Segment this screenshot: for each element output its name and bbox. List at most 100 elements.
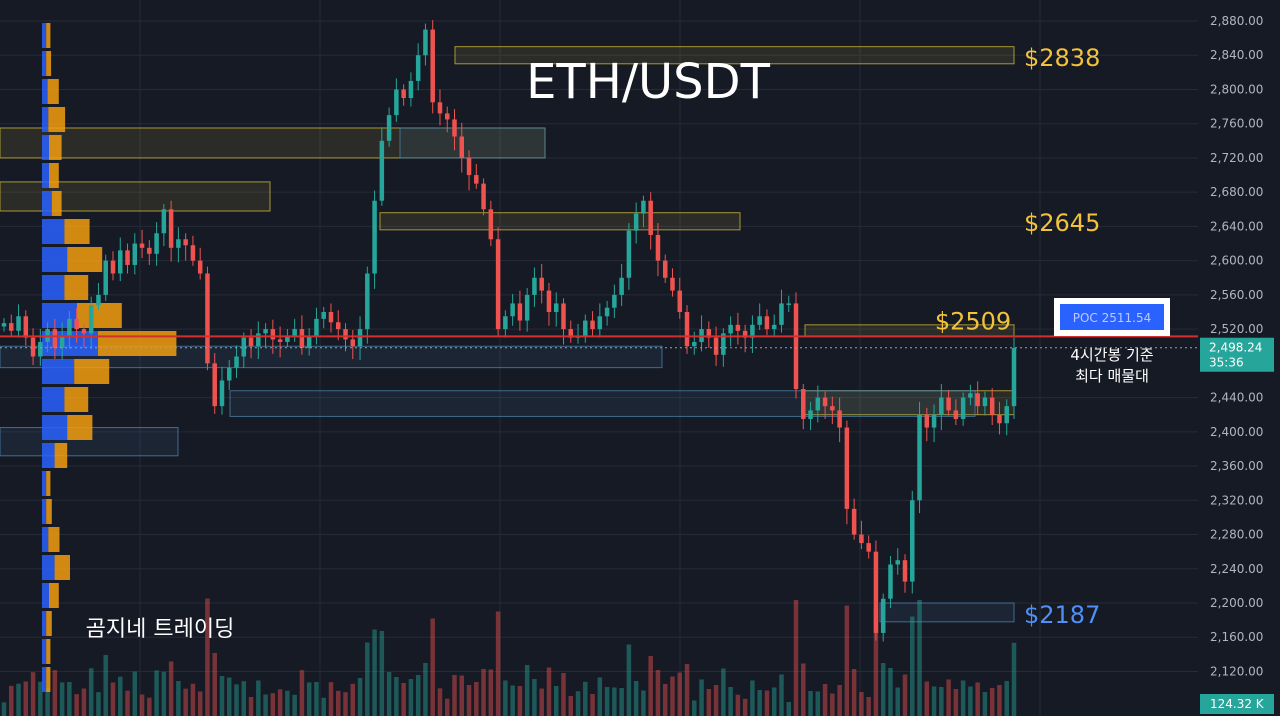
candle-body bbox=[125, 250, 130, 265]
y-tick-label: 2,680.00 bbox=[1210, 185, 1263, 199]
volume-bar bbox=[452, 675, 457, 716]
volume-bar bbox=[982, 692, 988, 716]
candle-body bbox=[684, 312, 690, 347]
volume-bar bbox=[561, 673, 566, 716]
y-tick-label: 2,840.00 bbox=[1210, 48, 1263, 62]
candle-body bbox=[38, 341, 43, 357]
volume-bar bbox=[931, 686, 937, 716]
volume-bar bbox=[212, 653, 217, 716]
candle-body bbox=[23, 316, 29, 338]
y-tick-label: 2,400.00 bbox=[1210, 425, 1263, 439]
candle-body bbox=[735, 324, 741, 331]
y-tick-label: 2,120.00 bbox=[1210, 664, 1263, 678]
volume-bar bbox=[394, 677, 399, 716]
volume-bar bbox=[386, 672, 392, 716]
candle-body bbox=[975, 393, 980, 407]
volume-bar bbox=[1, 702, 7, 716]
volume-bar bbox=[532, 679, 537, 716]
candle-body bbox=[510, 303, 515, 317]
candle-body bbox=[801, 389, 806, 419]
profile-sell-bar bbox=[46, 667, 51, 692]
volume-bar bbox=[960, 680, 966, 716]
candle-body bbox=[880, 598, 886, 633]
last-price-badge-bg bbox=[1200, 337, 1274, 372]
candle-body bbox=[306, 335, 312, 348]
price-axis[interactable]: 2,880.00 2,840.00 2,800.00 2,760.00 2,720.00… bbox=[1198, 0, 1280, 716]
candle-body bbox=[30, 337, 36, 357]
volume-bar bbox=[30, 672, 36, 716]
candle-body bbox=[96, 294, 101, 306]
volume-bar bbox=[176, 681, 181, 716]
candle-body bbox=[779, 303, 784, 325]
y-tick-label: 2,880.00 bbox=[1210, 14, 1263, 28]
volume-bar bbox=[474, 682, 479, 716]
y-tick-label: 2,280.00 bbox=[1210, 528, 1263, 542]
profile-sell-bar bbox=[64, 275, 89, 300]
candle-body bbox=[415, 55, 421, 81]
volume-bar bbox=[808, 691, 813, 716]
volume-bar bbox=[270, 693, 276, 716]
profile-sell-bar bbox=[64, 387, 89, 412]
volume-bar bbox=[924, 681, 930, 716]
candle-body bbox=[539, 277, 544, 291]
profile-sell-bar bbox=[67, 247, 103, 272]
candle-body bbox=[256, 333, 261, 347]
candle-body bbox=[786, 303, 792, 305]
y-tick-label: 2,720.00 bbox=[1210, 151, 1263, 165]
y-tick-label: 2,200.00 bbox=[1210, 596, 1263, 610]
candle-body bbox=[953, 410, 959, 419]
volume-bar bbox=[372, 629, 377, 716]
profile-sell-bar bbox=[46, 611, 52, 636]
volume-bar bbox=[575, 691, 581, 716]
candle-body bbox=[408, 80, 414, 99]
volume-bar bbox=[59, 682, 65, 716]
candle-body bbox=[118, 250, 123, 274]
volume-bar bbox=[503, 680, 508, 716]
candle-body bbox=[74, 318, 79, 330]
volume-bar bbox=[728, 687, 733, 716]
volume-bar bbox=[321, 697, 326, 716]
candle-body bbox=[459, 136, 465, 158]
volume-bar bbox=[219, 676, 225, 716]
candle-body bbox=[844, 427, 850, 509]
profile-buy-bar bbox=[42, 135, 49, 160]
candle-body bbox=[466, 157, 472, 176]
candle-body bbox=[226, 367, 232, 381]
poc-badge: POC 2511.54 bbox=[1054, 298, 1170, 336]
volume-bar bbox=[263, 694, 268, 716]
candle-body bbox=[626, 230, 632, 278]
profile-buy-bar bbox=[42, 163, 49, 188]
volume-bar bbox=[946, 679, 951, 716]
volume-bar bbox=[604, 687, 610, 716]
candle-body bbox=[524, 294, 530, 321]
volume-badge-bg bbox=[1200, 694, 1274, 714]
volume-bar bbox=[88, 668, 94, 716]
watermark-text: 곰지네 트레이딩 bbox=[86, 617, 235, 642]
volume-bar bbox=[103, 655, 108, 716]
profile-buy-bar bbox=[42, 247, 68, 272]
volume-bar bbox=[444, 698, 450, 716]
candle-body bbox=[9, 323, 14, 331]
volume-badge: 124.32 K bbox=[1200, 694, 1274, 714]
volume-bar bbox=[23, 681, 29, 716]
volume-bar bbox=[648, 656, 653, 716]
candle-body bbox=[292, 329, 297, 336]
volume-bar bbox=[190, 683, 196, 716]
volume-bar bbox=[597, 677, 603, 716]
profile-sell-bar bbox=[51, 191, 62, 216]
candle-body bbox=[553, 303, 559, 312]
profile-sell-bar bbox=[49, 135, 62, 160]
volume-bar bbox=[365, 642, 370, 716]
candle-body bbox=[641, 200, 646, 214]
y-tick-label: 2,440.00 bbox=[1210, 391, 1263, 405]
profile-sell-bar bbox=[46, 499, 52, 524]
candle-body bbox=[328, 312, 334, 323]
volume-bar bbox=[742, 698, 748, 716]
volume-bar bbox=[335, 690, 341, 716]
profile-buy-bar bbox=[42, 359, 75, 384]
candle-body bbox=[771, 324, 777, 330]
candle-body bbox=[372, 200, 377, 274]
profile-sell-bar bbox=[54, 443, 68, 468]
candle-body bbox=[655, 234, 661, 261]
